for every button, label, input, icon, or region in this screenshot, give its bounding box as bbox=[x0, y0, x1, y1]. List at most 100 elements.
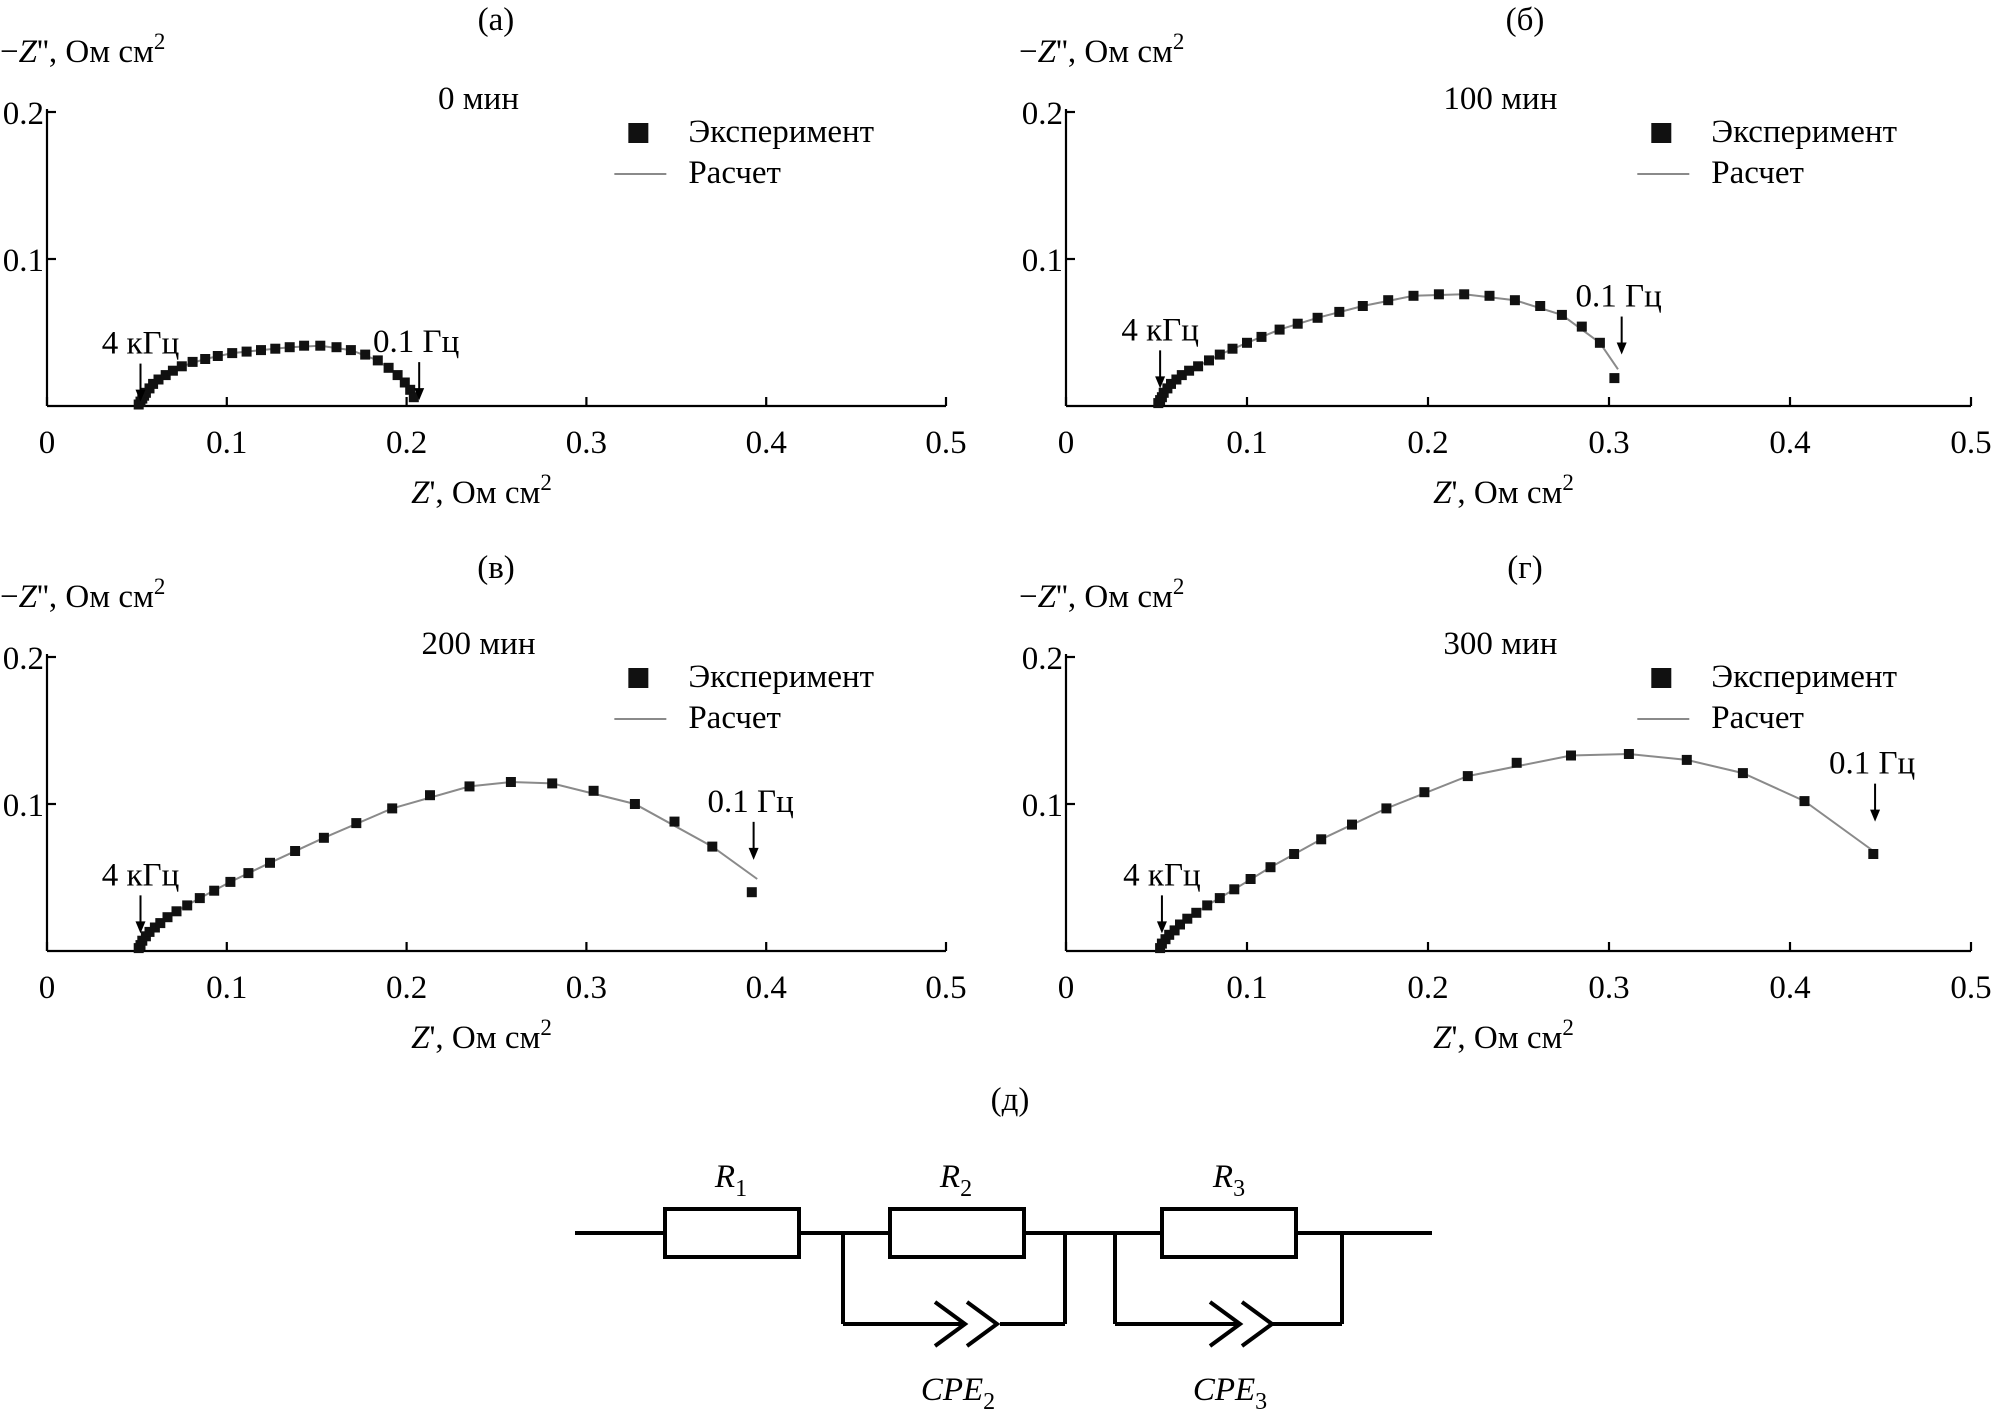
data-point bbox=[200, 354, 211, 364]
legend-label-fit: Расчет bbox=[1711, 155, 1804, 191]
data-point bbox=[425, 790, 435, 801]
annotation-arrow-head bbox=[1870, 809, 1881, 822]
data-point bbox=[1681, 754, 1692, 765]
data-point bbox=[1171, 374, 1182, 385]
data-point bbox=[265, 857, 275, 868]
data-point bbox=[1556, 309, 1567, 320]
data-point bbox=[1227, 343, 1238, 354]
frequency-annotation: 4 кГц bbox=[1123, 857, 1201, 893]
data-point bbox=[1184, 365, 1195, 376]
data-point bbox=[547, 778, 558, 789]
data-point bbox=[1274, 324, 1285, 335]
data-point bbox=[405, 384, 416, 395]
data-point bbox=[1433, 289, 1444, 300]
data-point bbox=[669, 816, 680, 827]
data-point bbox=[387, 803, 398, 814]
panel-label: (г) bbox=[1507, 550, 1543, 586]
data-point bbox=[392, 370, 403, 381]
cpe3-symbol bbox=[1180, 1300, 1276, 1348]
y-tick-label: 0.2 bbox=[3, 96, 44, 132]
y-tick-label: 0.2 bbox=[1022, 641, 1063, 677]
x-tick-label: 0.1 bbox=[206, 970, 247, 1006]
data-point bbox=[360, 349, 371, 360]
x-tick-label: 0.4 bbox=[1769, 970, 1810, 1006]
data-point bbox=[209, 885, 220, 896]
data-point bbox=[345, 345, 356, 356]
data-point bbox=[331, 342, 342, 353]
annotation-arrow-head bbox=[135, 921, 146, 934]
frequency-annotation: 0.1 Гц bbox=[1829, 746, 1915, 782]
data-point bbox=[315, 340, 326, 351]
x-axis-label: Z', Ом см2 bbox=[411, 470, 552, 511]
data-point bbox=[182, 900, 193, 911]
data-point bbox=[1242, 337, 1252, 348]
x-tick-label: 0 bbox=[39, 425, 56, 461]
data-point bbox=[1737, 768, 1748, 779]
data-point bbox=[351, 818, 362, 829]
legend-label-experiment: Эксперимент bbox=[1711, 659, 1897, 695]
circuit-element-label: CPE3 bbox=[1193, 1372, 1267, 1415]
x-axis-label: Z', Ом см2 bbox=[411, 1015, 552, 1056]
data-point bbox=[1256, 331, 1267, 342]
x-tick-label: 0.5 bbox=[1950, 425, 1991, 461]
data-point bbox=[171, 906, 182, 917]
data-point bbox=[144, 926, 155, 937]
x-axis-label: Z', Ом см2 bbox=[1433, 470, 1574, 511]
data-point bbox=[1357, 301, 1368, 311]
data-point bbox=[148, 378, 159, 389]
chart-title: 100 мин bbox=[1443, 81, 1557, 117]
circuit-element-label: R2 bbox=[939, 1159, 972, 1202]
panel-label: (д) bbox=[991, 1082, 1030, 1118]
x-tick-label: 0.3 bbox=[566, 970, 607, 1006]
data-point bbox=[1175, 919, 1185, 930]
circuit-element-label: R1 bbox=[714, 1159, 747, 1202]
x-tick-label: 0.4 bbox=[746, 970, 787, 1006]
y-tick-label: 0.1 bbox=[3, 243, 44, 279]
data-point bbox=[1576, 321, 1587, 332]
x-tick-label: 0 bbox=[1058, 970, 1075, 1006]
series-line-fit bbox=[1157, 293, 1619, 404]
data-point bbox=[464, 781, 475, 792]
data-point bbox=[176, 361, 187, 372]
data-point bbox=[1193, 361, 1204, 372]
y-axis-label: −Z'', Ом см2 bbox=[1019, 29, 1184, 70]
x-tick-label: 0.4 bbox=[746, 425, 787, 461]
data-point bbox=[1484, 290, 1495, 301]
x-tick-label: 0.1 bbox=[1226, 970, 1267, 1006]
x-tick-label: 0.1 bbox=[1226, 425, 1267, 461]
x-tick-label: 0.3 bbox=[1588, 970, 1629, 1006]
data-point bbox=[1383, 295, 1394, 306]
data-point bbox=[1289, 849, 1300, 859]
y-tick-label: 0.2 bbox=[3, 641, 44, 677]
data-point bbox=[1166, 378, 1176, 389]
data-point bbox=[505, 777, 516, 787]
frequency-annotation: 0.1 Гц bbox=[1576, 279, 1662, 315]
x-tick-label: 0.1 bbox=[206, 425, 247, 461]
data-point bbox=[149, 922, 160, 933]
resistor-r1 bbox=[663, 1207, 801, 1259]
data-point bbox=[1535, 301, 1546, 311]
y-axis-label: −Z'', Ом см2 bbox=[0, 29, 165, 70]
legend-label-experiment: Эксперимент bbox=[1711, 114, 1897, 150]
data-point bbox=[1334, 306, 1345, 317]
panel-label: (а) bbox=[478, 2, 515, 38]
data-point bbox=[408, 392, 419, 403]
data-point bbox=[162, 912, 173, 923]
data-point bbox=[1229, 884, 1240, 895]
x-tick-label: 0.2 bbox=[386, 425, 427, 461]
chart-panel-4: (г) 0 0.1 0.2 0.3 0.4 0.5 0.1 0.2 −Z'', Ом см2 Z',… bbox=[1019, 550, 1992, 1056]
legend-marker-experiment bbox=[628, 668, 649, 688]
data-point bbox=[383, 362, 394, 373]
data-point bbox=[241, 346, 252, 357]
data-point bbox=[1623, 749, 1634, 759]
resistor-r2 bbox=[888, 1207, 1026, 1259]
data-point bbox=[372, 355, 383, 366]
x-tick-label: 0.3 bbox=[1588, 425, 1629, 461]
data-point bbox=[160, 370, 171, 381]
data-point bbox=[1245, 874, 1256, 884]
frequency-annotation: 4 кГц bbox=[102, 857, 180, 893]
x-tick-label: 0.4 bbox=[1769, 425, 1810, 461]
data-point bbox=[1204, 355, 1214, 366]
frequency-annotation: 0.1 Гц bbox=[373, 324, 459, 360]
annotation-arrow-head bbox=[135, 389, 146, 402]
